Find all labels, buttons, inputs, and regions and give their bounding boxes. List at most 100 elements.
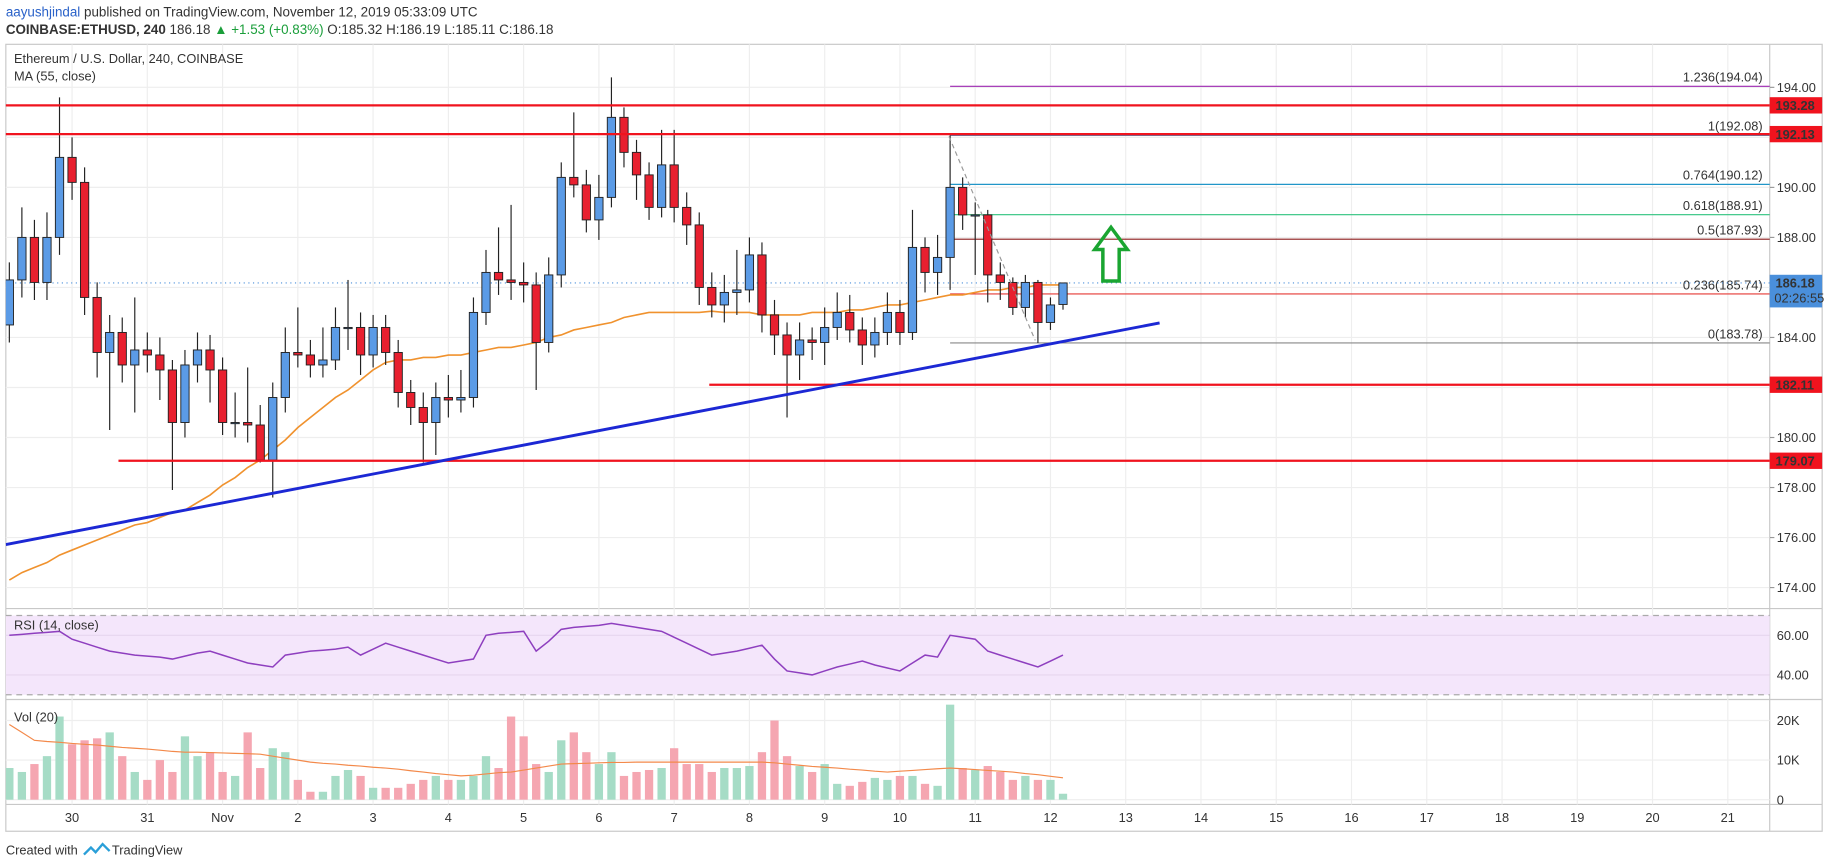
candle-body bbox=[694, 224, 704, 288]
candle-body bbox=[882, 311, 892, 333]
candle-body bbox=[468, 311, 479, 398]
volume-bar bbox=[218, 771, 227, 800]
level-tag bbox=[1769, 376, 1823, 393]
volume-bar bbox=[155, 760, 165, 800]
candle-body bbox=[569, 176, 579, 186]
candle-body bbox=[92, 296, 102, 353]
volume-bar bbox=[544, 771, 553, 800]
volume-bar bbox=[920, 783, 930, 800]
x-tick-label: 6 bbox=[595, 810, 602, 825]
volume-bar bbox=[720, 768, 729, 800]
candle-body bbox=[330, 326, 341, 361]
volume-bar bbox=[670, 748, 679, 800]
candle-body bbox=[1033, 281, 1043, 323]
candle-body bbox=[1045, 304, 1056, 323]
candle-body bbox=[368, 326, 378, 356]
volume-bar bbox=[682, 764, 691, 800]
fib-label: 1.236(194.04) bbox=[1683, 70, 1763, 85]
volume-bar bbox=[193, 756, 202, 800]
volume-bar bbox=[958, 768, 967, 800]
fib-label: 0.236(185.74) bbox=[1683, 277, 1763, 292]
price-tag bbox=[1769, 274, 1823, 308]
volume-bar bbox=[1033, 779, 1043, 800]
chart-title: Ethereum / U.S. Dollar, 240, COINBASE bbox=[14, 51, 243, 66]
fib-label: 1(192.08) bbox=[1708, 119, 1763, 134]
candle-body bbox=[180, 364, 190, 423]
candle-body bbox=[757, 254, 767, 316]
candle-body bbox=[280, 351, 290, 398]
volume-bar bbox=[996, 771, 1005, 800]
candle-body bbox=[606, 116, 617, 198]
y-tick-label: 188.00 bbox=[1777, 230, 1816, 245]
candle-body bbox=[5, 279, 14, 326]
candle-body bbox=[531, 284, 541, 343]
volume-bar bbox=[205, 752, 215, 800]
x-tick-label: Nov bbox=[211, 810, 234, 825]
volume-bar bbox=[230, 775, 240, 800]
volume-bar bbox=[1058, 793, 1068, 800]
candle-body bbox=[958, 186, 968, 216]
plot: 30 31 Nov 2 3 4 5 6 7 8 9 10 11 12 13 14 15 16 17 18 19 20 21 1… bbox=[5, 44, 1824, 825]
candle-body bbox=[707, 286, 717, 306]
volume-bar bbox=[481, 756, 491, 800]
candle-body bbox=[255, 424, 265, 461]
volume-bar bbox=[431, 775, 440, 800]
candle-body bbox=[519, 281, 529, 286]
volume-bar bbox=[67, 744, 77, 800]
candle-body bbox=[657, 164, 667, 208]
candle-body bbox=[983, 214, 993, 276]
volume-bar bbox=[795, 766, 804, 800]
volume-bar bbox=[281, 752, 290, 800]
candle-body bbox=[268, 397, 278, 461]
volume-bar bbox=[456, 779, 466, 800]
candle-body bbox=[130, 349, 140, 366]
x-tick-label: 2 bbox=[294, 810, 301, 825]
candle-body bbox=[205, 349, 215, 371]
volume-bar bbox=[782, 756, 792, 800]
volume-bar bbox=[293, 779, 302, 800]
candle-body bbox=[920, 246, 930, 273]
candle-body bbox=[895, 311, 905, 333]
x-tick-label: 18 bbox=[1495, 810, 1509, 825]
x-tick-label: 11 bbox=[969, 810, 982, 825]
candle-body bbox=[142, 349, 152, 356]
fib-label: 0.5(187.93) bbox=[1697, 223, 1763, 238]
volume-bar bbox=[945, 704, 955, 800]
fib-label: 0.764(190.12) bbox=[1683, 168, 1763, 183]
x-tick-label: 20 bbox=[1645, 810, 1659, 825]
vol-label: Vol (20) bbox=[14, 710, 58, 725]
candle-body bbox=[1008, 281, 1018, 308]
footer-brand: TradingView bbox=[112, 843, 183, 858]
symbol: COINBASE:ETHUSD, 240 bbox=[6, 22, 166, 37]
candle-body bbox=[418, 407, 428, 423]
volume-bar bbox=[80, 740, 89, 800]
volume-bar bbox=[770, 720, 779, 800]
volume-bar bbox=[105, 732, 114, 800]
candle-body bbox=[832, 311, 842, 328]
candle-body bbox=[857, 329, 867, 346]
volume-bar bbox=[268, 748, 277, 800]
volume-bar bbox=[130, 771, 139, 800]
candle-body bbox=[769, 314, 780, 336]
volume-bar bbox=[619, 775, 629, 800]
volume-bar bbox=[469, 775, 478, 800]
volume-bar bbox=[1046, 779, 1055, 800]
candle-body bbox=[719, 291, 729, 306]
x-tick-label: 8 bbox=[746, 810, 753, 825]
volume-bar bbox=[933, 785, 942, 800]
candle-body bbox=[794, 339, 805, 356]
candle-body bbox=[493, 271, 504, 281]
volume-bar bbox=[406, 783, 415, 800]
volume-bar bbox=[394, 787, 403, 800]
candle-body bbox=[54, 156, 65, 238]
volume-bar bbox=[657, 768, 666, 800]
candle-body bbox=[807, 339, 817, 343]
published: published on TradingView.com, November 1… bbox=[84, 4, 478, 19]
candle-body bbox=[945, 186, 955, 258]
candle-body bbox=[29, 236, 40, 283]
candle-body bbox=[192, 349, 203, 366]
volume-bar bbox=[732, 768, 742, 800]
vol-tick-label: 20K bbox=[1777, 713, 1800, 728]
volume-bar bbox=[1021, 775, 1030, 800]
